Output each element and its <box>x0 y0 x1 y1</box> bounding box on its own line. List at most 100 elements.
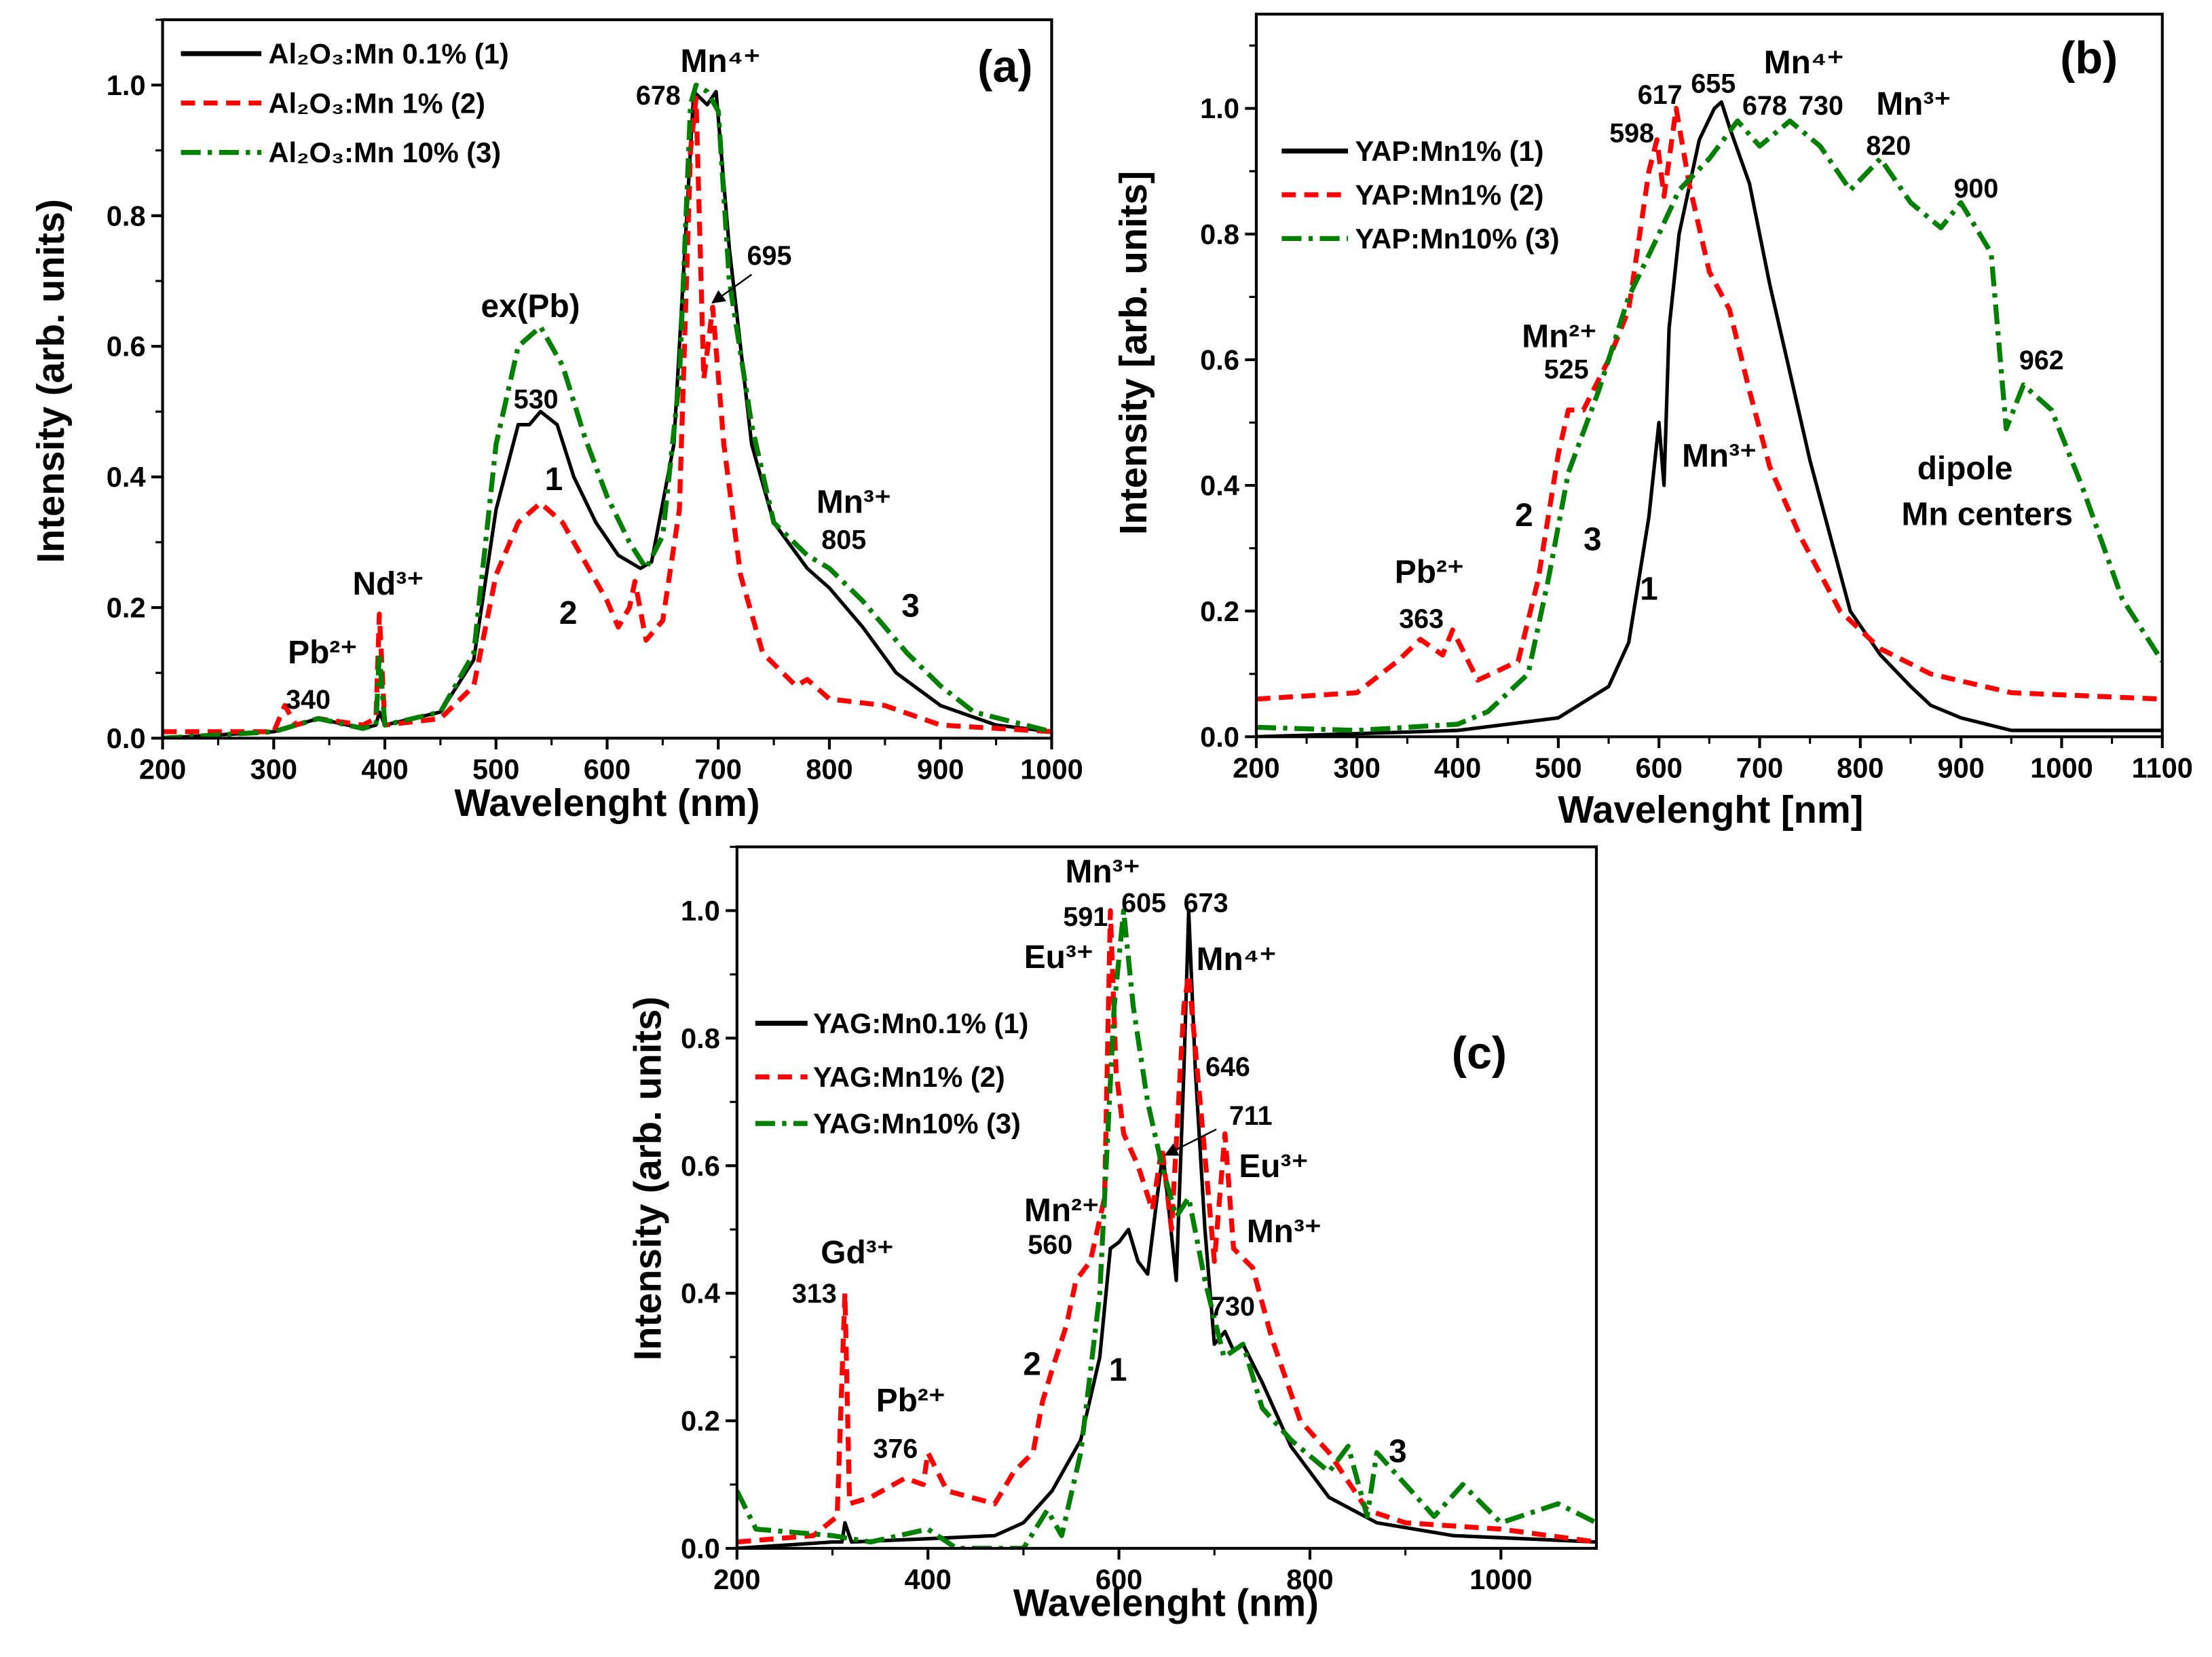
x-tick-label: 700 <box>1736 752 1783 784</box>
x-tick-label: 400 <box>1434 752 1481 784</box>
annotation-label: 805 <box>821 525 866 555</box>
series-line-1 <box>162 90 1052 739</box>
annotation-label: Mn centers <box>1902 496 2073 532</box>
x-tick-label: 900 <box>917 753 964 785</box>
x-tick-label: 300 <box>250 753 297 785</box>
y-tick-label: 0.4 <box>107 461 146 493</box>
annotation-label: 3 <box>901 588 920 624</box>
y-tick-label: 0.4 <box>1200 470 1239 502</box>
annotation-label: Eu³⁺ <box>1024 939 1093 975</box>
y-tick-label: 0.4 <box>681 1278 720 1309</box>
x-tick-label: 500 <box>472 753 519 785</box>
annotation-label: 340 <box>286 685 331 715</box>
x-tick-label: 800 <box>1837 752 1883 784</box>
annotation-label: ex(Pb) <box>481 288 580 324</box>
annotation-label: Mn³⁺ <box>817 485 891 521</box>
annotation-label: Mn⁴⁺ <box>681 43 761 79</box>
series-line-1 <box>736 908 1597 1548</box>
x-tick-label: 700 <box>695 753 742 785</box>
x-tick-label: 1000 <box>1020 753 1083 785</box>
annotation-label: dipole <box>1917 451 2013 487</box>
annotation-label: Gd³⁺ <box>821 1235 894 1271</box>
x-tick-label: 200 <box>1233 752 1279 784</box>
annotation-label: 530 <box>514 385 559 415</box>
annotation-label: Mn²⁺ <box>1522 318 1596 354</box>
series-line-3 <box>736 908 1597 1548</box>
annotation-label: Mn³⁺ <box>1066 854 1140 890</box>
annotation-label: 730 <box>1799 91 1843 121</box>
annotation-label: Pb²⁺ <box>288 635 357 671</box>
x-tick-label: 800 <box>1286 1563 1333 1595</box>
series-line-1 <box>1256 100 2162 737</box>
x-tick-label: 600 <box>1636 752 1683 784</box>
annotation-label: 605 <box>1121 888 1166 918</box>
annotation-label: 1 <box>545 462 563 498</box>
x-tick-label: 900 <box>1937 752 1984 784</box>
legend-label-3: YAP:Mn10% (3) <box>1355 223 1559 255</box>
legend-label-3: Al₂O₃:Mn 10% (3) <box>268 136 501 168</box>
annotation-label: 2 <box>1515 498 1533 534</box>
x-tick-label: 1100 <box>2132 752 2193 784</box>
chart-panel-c: YAG:Mn0.1% (1) YAG:Mn1% (2) YAG:Mn10% (3) 2… <box>626 845 1598 1624</box>
x-tick-label: 200 <box>139 753 186 785</box>
panel-label: (c) <box>1452 1028 1507 1079</box>
series-line-2 <box>162 95 1052 734</box>
y-tick-label: 1.0 <box>107 69 146 101</box>
legend-label-1: YAG:Mn0.1% (1) <box>813 1007 1028 1039</box>
y-tick-label: 0.2 <box>107 592 146 624</box>
x-tick-label: 1000 <box>2030 752 2093 784</box>
annotation-label: 560 <box>1028 1230 1072 1260</box>
annotation-label: 655 <box>1691 69 1736 99</box>
legend-label-3: YAG:Mn10% (3) <box>813 1108 1021 1140</box>
x-tick-label: 600 <box>1095 1563 1142 1595</box>
annotation-label: 3 <box>1389 1434 1407 1470</box>
annotation-label: Eu³⁺ <box>1239 1149 1308 1185</box>
y-tick-label: 0.8 <box>681 1022 720 1054</box>
annotation-label: 1 <box>1109 1352 1127 1388</box>
annotation-label: Pb²⁺ <box>1395 555 1464 591</box>
legend-label-1: YAP:Mn1% (1) <box>1355 135 1543 167</box>
y-tick-label: 0.0 <box>1200 721 1239 753</box>
annotation-label: 1 <box>1640 572 1658 608</box>
annotation-label: 695 <box>747 241 792 271</box>
annotation-label: Mn⁴⁺ <box>1197 942 1277 978</box>
annotation-label: 646 <box>1205 1052 1250 1082</box>
y-tick-label: 0.6 <box>1200 343 1239 375</box>
annotation-label: 2 <box>559 595 578 631</box>
y-tick-label: 1.0 <box>681 895 720 927</box>
annotation-label: 711 <box>1229 1101 1273 1131</box>
panel-label: (a) <box>977 42 1032 92</box>
annotation-label: 525 <box>1544 355 1589 385</box>
x-tick-label: 400 <box>361 753 408 785</box>
x-axis-label: Wavelenght (nm) <box>1013 1582 1319 1624</box>
annotation-label: 678 <box>1742 91 1787 121</box>
panel-label: (b) <box>2060 33 2118 83</box>
annotation-label: Mn³⁺ <box>1682 438 1757 474</box>
y-tick-label: 0.6 <box>107 331 146 362</box>
y-tick-label: 0.0 <box>107 722 146 754</box>
annotation-label: Mn⁴⁺ <box>1764 45 1844 81</box>
x-tick-label: 300 <box>1334 752 1381 784</box>
series-line-2 <box>1256 106 2162 702</box>
legend-label-2: YAG:Mn1% (2) <box>813 1061 1005 1093</box>
annotation-label: 313 <box>792 1279 837 1309</box>
y-tick-label: 1.0 <box>1200 92 1239 124</box>
y-tick-label: 0.2 <box>1200 595 1239 627</box>
legend-label-2: YAP:Mn1% (2) <box>1355 179 1543 210</box>
y-axis-label: Intensity [arb. units] <box>1112 171 1155 535</box>
chart-panel-a: Al₂O₃:Mn 0.1% (1) Al₂O₃:Mn 1% (2) Al₂O₃:Mn… <box>29 18 1083 824</box>
annotation-label: 363 <box>1399 604 1444 634</box>
y-tick-label: 0.8 <box>1200 218 1239 250</box>
annotation-label: 730 <box>1210 1292 1255 1322</box>
annotation-label: Mn³⁺ <box>1247 1214 1321 1250</box>
y-tick-label: 0.8 <box>107 200 146 231</box>
x-tick-label: 200 <box>713 1563 760 1595</box>
annotation-label: 591 <box>1063 902 1108 932</box>
annotation-label: 376 <box>873 1434 918 1464</box>
annotation-label: 3 <box>1583 521 1602 557</box>
legend-label-1: Al₂O₃:Mn 0.1% (1) <box>268 38 508 70</box>
y-tick-label: 0.0 <box>681 1532 720 1564</box>
annotation-label: Mn³⁺ <box>1876 86 1951 122</box>
x-tick-label: 1000 <box>1469 1563 1533 1595</box>
